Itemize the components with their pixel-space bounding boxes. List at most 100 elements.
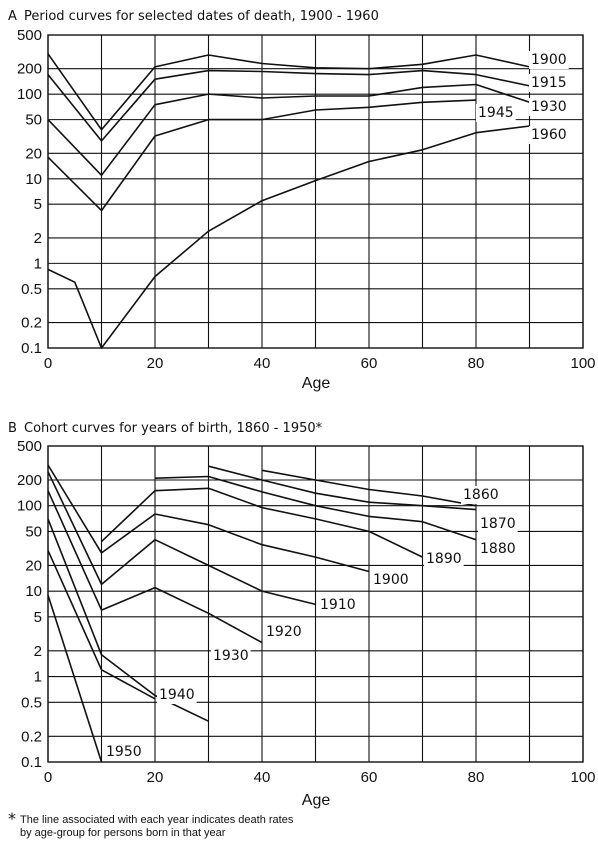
panel-a-series-label-bg — [529, 74, 569, 92]
panel-b-series-line-1940 — [47, 550, 156, 700]
panel-b-x-tick-label: 0 — [44, 769, 52, 786]
panel-b-series-line-1930 — [47, 518, 209, 722]
panel-b-series-label: 1920 — [266, 624, 302, 640]
panel-a-y-tick-label: 1 — [34, 255, 42, 272]
panel-b-series-label: 1910 — [320, 597, 356, 613]
panel-a-series-label: 1930 — [531, 99, 567, 115]
panel-b-series-label-bg — [478, 540, 518, 558]
panel-b-y-tick-label: 0.1 — [21, 754, 42, 771]
panel-b-series-line-1860 — [261, 469, 477, 507]
panel-b-x-tick-label: 80 — [468, 769, 485, 786]
panel-a-series-label: 1945 — [478, 105, 514, 121]
panel-b-series-labels: 1860 1870 1880 1890 1900 1910 1920 1930 … — [104, 486, 518, 761]
panel-a-series-line-1960 — [47, 125, 530, 349]
panel-b-y-tick-label: 2 — [34, 643, 42, 660]
panel-a-y-tick-label: 0.5 — [21, 281, 42, 298]
panel-b-y-tick-label: 5 — [34, 609, 42, 626]
panel-b-series-label-bg — [104, 743, 144, 761]
panel-a-y-tick-labels: 500 200 100 50 20 10 5 2 1 0.5 0.2 0.1 — [17, 27, 42, 357]
panel-a-series-label-bg — [529, 126, 569, 144]
panel-b-x-tick-label: 100 — [570, 769, 595, 786]
panel-a-y-tick-label: 10 — [25, 171, 42, 188]
panel-b-series — [47, 464, 477, 763]
panel-a-y-tick-label: 0.1 — [21, 340, 42, 357]
panel-a-series-label-bg — [476, 104, 516, 122]
panel-a-x-tick-label: 100 — [570, 355, 595, 372]
panel-a-y-tick-label: 200 — [17, 61, 42, 78]
panel-b-y-tick-label: 20 — [25, 557, 42, 574]
panel-b-y-tick-label: 0.5 — [21, 694, 42, 711]
panel-b-series-line-1910 — [47, 471, 316, 606]
panel-a-series-label-bg — [529, 98, 569, 116]
panel-b-series-line-1870 — [208, 465, 477, 511]
panel-b-y-tick-label: 500 — [17, 438, 42, 455]
panel-b-series-label: 1870 — [480, 516, 516, 532]
panel-b-y-tick-label: 100 — [17, 498, 42, 515]
panel-b-series-label: 1950 — [106, 744, 142, 760]
panel-b-x-tick-label: 20 — [147, 769, 164, 786]
panel-b-series-label-bg — [211, 647, 251, 665]
panel-b-x-axis-label: Age — [302, 792, 331, 809]
panel-a-series — [47, 53, 530, 349]
footnote-marker: * — [8, 809, 16, 828]
panel-b-series-label: 1880 — [480, 541, 516, 557]
panel-b-series-line-1890 — [100, 487, 423, 558]
panel-b-series-line-1900 — [47, 464, 370, 573]
panel-a-series-label-bg — [529, 51, 569, 69]
panel-a-series-labels: 1900 1915 1930 1945 1960 — [476, 51, 569, 144]
panel-b-plot-frame — [47, 445, 584, 763]
panel-b-series-label-bg — [478, 515, 518, 533]
panel-a-x-tick-label: 40 — [254, 355, 271, 372]
panel-a-y-tick-label: 50 — [25, 112, 42, 129]
panel-a-series-label: 1900 — [531, 52, 567, 68]
panel-a-x-axis-label: Age — [302, 375, 331, 392]
panel-b-y-tick-label: 10 — [25, 583, 42, 600]
panel-a-x-tick-labels: 0 20 40 60 80 100 — [44, 355, 596, 372]
panel-b-label: B — [8, 421, 17, 436]
panel-b-series-label: 1890 — [426, 551, 462, 567]
panel-a-series-label: 1960 — [531, 127, 567, 143]
panel-b-y-tick-label: 0.2 — [21, 728, 42, 745]
panel-a-x-tick-label: 0 — [44, 355, 52, 372]
panel-b-y-tick-label: 1 — [34, 669, 42, 686]
footnote-line-2: by age-group for persons born in that ye… — [20, 827, 226, 839]
panel-a-x-tick-label: 20 — [147, 355, 164, 372]
panel-a-series-label: 1915 — [531, 75, 567, 91]
panel-b-x-tick-label: 60 — [361, 769, 378, 786]
panel-b-series-label-bg — [424, 550, 464, 568]
panel-a-y-tick-label: 100 — [17, 86, 42, 103]
panel-b-series-label: 1900 — [373, 572, 409, 588]
panel-a-series-line-1930 — [47, 83, 530, 177]
panel-a-series-line-1945 — [47, 99, 477, 212]
panel-a-label: A — [8, 9, 17, 24]
panel-a-y-tick-label: 500 — [17, 27, 42, 44]
panel-a-y-tick-label: 0.2 — [21, 315, 42, 332]
panel-b-series-label: 1940 — [159, 687, 195, 703]
panel-b-series-label-bg — [157, 686, 197, 704]
panel-b-series-label: 1930 — [213, 648, 249, 664]
panel-b-series-label-bg — [318, 596, 358, 614]
footnote: * The line associated with each year ind… — [8, 809, 294, 839]
panel-b-x-tick-label: 40 — [254, 769, 271, 786]
panel-a-x-tick-label: 80 — [468, 355, 485, 372]
panel-a-y-tick-label: 5 — [34, 196, 42, 213]
panel-a: A Period curves for selected dates of de… — [8, 9, 596, 392]
panel-a-grid — [47, 34, 584, 349]
panel-a-x-tick-label: 60 — [361, 355, 378, 372]
panel-b-series-label-bg — [461, 486, 501, 504]
panel-b-series-line-1950 — [47, 594, 103, 763]
panel-b-series-line-1920 — [47, 490, 263, 644]
panel-b-series-label: 1860 — [463, 487, 499, 503]
panel-b-y-tick-label: 200 — [17, 472, 42, 489]
footnote-line-1: The line associated with each year indic… — [20, 814, 294, 826]
panel-b-series-label-bg — [264, 623, 304, 641]
panel-a-y-tick-label: 20 — [25, 145, 42, 162]
panel-a-y-tick-label: 2 — [34, 230, 42, 247]
panel-b-series-label-bg — [371, 571, 411, 589]
panel-a-plot-frame — [47, 34, 584, 349]
panel-a-series-line-1900 — [47, 53, 530, 131]
panel-a-title: Period curves for selected dates of deat… — [24, 9, 379, 24]
panel-b-y-tick-label: 50 — [25, 523, 42, 540]
panel-b-series-line-1880 — [154, 475, 477, 541]
